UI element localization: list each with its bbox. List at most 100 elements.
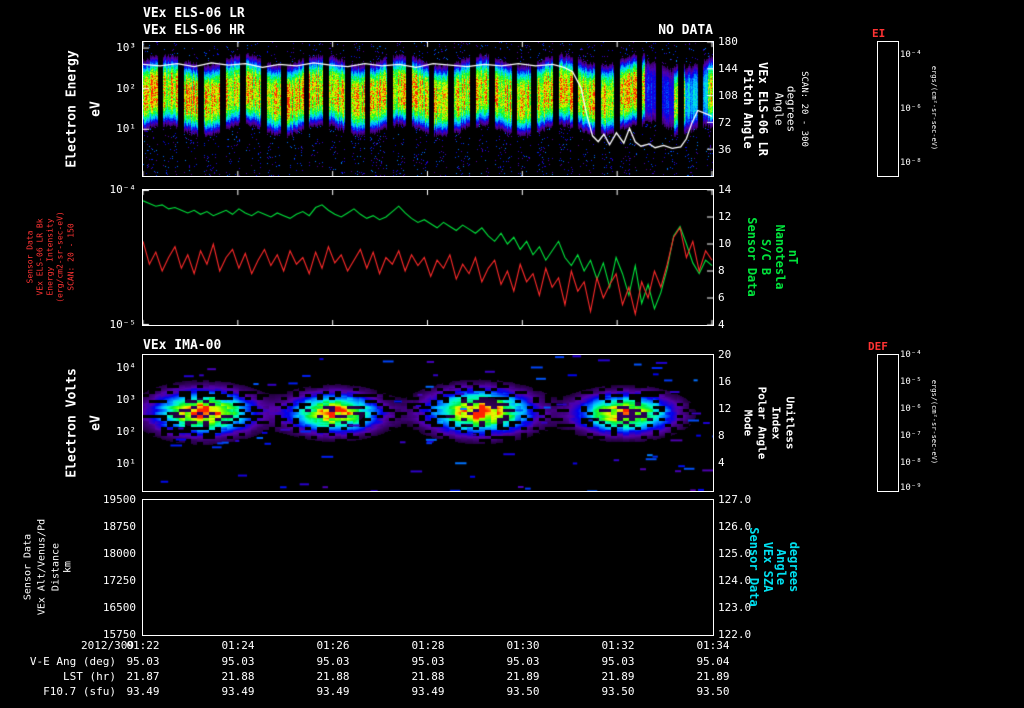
axis-tick-label: 19500 [102,493,136,506]
date-label: 2012/309 [81,639,134,652]
p2-right-axis-label: Nanotesla [773,224,787,290]
time-tick-label: 01:28 [411,639,445,652]
footer-value: 21.87 [126,670,160,683]
footer-value: 93.49 [316,685,350,698]
axis-tick-label: 18750 [102,520,136,533]
footer-value: 95.03 [221,655,255,668]
colorbar-tick-label: 10⁻⁹ [900,483,922,493]
p4-left-axis-label: VEx Alt/Venus/Pd [36,518,48,616]
colorbar-def-canvas [878,355,898,491]
footer-value: 21.89 [601,670,635,683]
colorbar-ei-canvas [878,42,898,176]
p1-right-axis-label: VEx ELS-06 LR [756,62,770,156]
p2-left-axis-label: (erg/cm2-sr-sec-eV) [55,211,65,303]
p2-left-axis-label: SCAN: 20 - 150 [66,223,76,291]
axis-tick-label: 122.0 [718,628,752,641]
colorbar-tick-label: 10⁻⁴ [900,50,922,60]
colorbar-tick-label: 10⁻⁸ [900,458,922,468]
p1-left-axis-title: Electron Energy [64,50,80,168]
axis-tick-label: 4 [718,456,725,469]
axis-tick-label: 10⁴ [116,361,136,374]
p3-right-axis-label: Polar Angle [755,386,769,460]
axis-tick-label: 144 [718,62,738,75]
colorbar-tick-label: 10⁻⁷ [900,431,922,441]
axis-tick-label: 10³ [116,393,136,406]
footer-value: 95.03 [126,655,160,668]
p2-right-axis-label: nT [786,249,800,265]
p1-right-axis-label: degrees [784,85,798,133]
colorbar-tick-label: 10⁻⁸ [900,158,922,168]
footer-row-label: LST (hr) [63,670,116,683]
colorbar-tick-label: 10⁻⁵ [900,377,922,387]
page-title-ima: VEx IMA-00 [143,338,222,353]
axis-tick-label: 123.0 [718,601,752,614]
time-tick-label: 01:26 [316,639,350,652]
p2-left-axis-label: VEx ELS-06 LR Bk [35,218,45,296]
colorbar-tick-label: 10⁻⁶ [900,104,922,114]
footer-row-label: V-E Ang (deg) [29,655,116,668]
footer-value: 93.49 [411,685,445,698]
p4-right-axis-label: Sensor Data [747,527,761,607]
axis-tick-label: 10¹ [116,122,136,135]
axis-tick-label: 127.0 [718,493,752,506]
p4-left-axis-label: Sensor Data [22,533,34,601]
colorbar-def-units: ergs/(cm²-sr-sec-eV) [930,379,938,465]
p1-left-axis-unit: eV [88,101,104,117]
footer-value: 95.03 [601,655,635,668]
panel-altitude-sza [142,499,714,636]
axis-tick-label: 4 [718,318,725,331]
time-tick-label: 01:34 [696,639,730,652]
p4-left-axis-label: Distance [50,542,62,592]
axis-tick-label: 16 [718,375,732,388]
p3-right-axis-label: Unitless [783,396,797,450]
p4-right-axis-label: VEx SZA [761,541,775,593]
axis-tick-label: 12 [718,402,732,415]
time-tick-label: 01:24 [221,639,255,652]
axis-tick-label: 14 [718,183,732,196]
axis-tick-label: 12 [718,210,732,223]
p3-right-axis-label: Index [769,406,783,440]
axis-tick-label: 108 [718,89,738,102]
p4-right-axis-label: degrees [787,541,801,593]
footer-value: 21.88 [411,670,445,683]
p1-right-axis-label: Pitch Angle [741,69,755,149]
panel-ima-spectrogram [142,354,714,492]
footer-row-label: F10.7 (sfu) [43,685,116,698]
no-data-label: NO DATA [658,23,713,38]
colorbar-ei-units: ergs/(cm²-sr-sec-eV) [930,65,938,151]
p3-left-axis-title: Electron Volts [64,368,80,478]
footer-value: 95.03 [316,655,350,668]
footer-value: 95.03 [506,655,540,668]
footer-value: 93.50 [506,685,540,698]
axis-tick-label: 10² [116,82,136,95]
axis-tick-label: 10³ [116,41,136,54]
time-tick-label: 01:30 [506,639,540,652]
axis-tick-label: 16500 [102,601,136,614]
p2-left-axis-label: Sensor Data [25,230,35,284]
colorbar-def-label: DEF [868,340,888,353]
time-tick-label: 01:32 [601,639,635,652]
axis-tick-label: 72 [718,116,732,129]
axis-tick-label: 18000 [102,547,136,560]
colorbar-def [877,354,899,492]
axis-tick-label: 17250 [102,574,136,587]
p2-left-axis-label: Energy Intensity [45,218,55,296]
footer-value: 21.89 [696,670,730,683]
axis-tick-label: 180 [718,35,738,48]
footer-value: 95.04 [696,655,730,668]
time-tick-label: 01:22 [126,639,160,652]
colorbar-tick-label: 10⁻⁶ [900,404,922,414]
page-title-els-hr: VEx ELS-06 HR [143,23,245,38]
panel-bfield-intensity [142,189,714,326]
page-title-els-lr: VEx ELS-06 LR [143,6,245,21]
els-spectrogram-canvas [143,42,713,176]
ima-spectrogram-canvas [143,355,713,491]
colorbar-ei [877,41,899,177]
axis-tick-label: 125.0 [718,547,752,560]
p1-right-axis-label: SCAN: 20 - 300 [799,71,809,147]
axis-tick-label: 10⁻⁴ [109,183,137,196]
colorbar-ei-label: EI [872,27,886,40]
bfield-intensity-canvas [143,190,713,325]
footer-value: 21.88 [316,670,350,683]
